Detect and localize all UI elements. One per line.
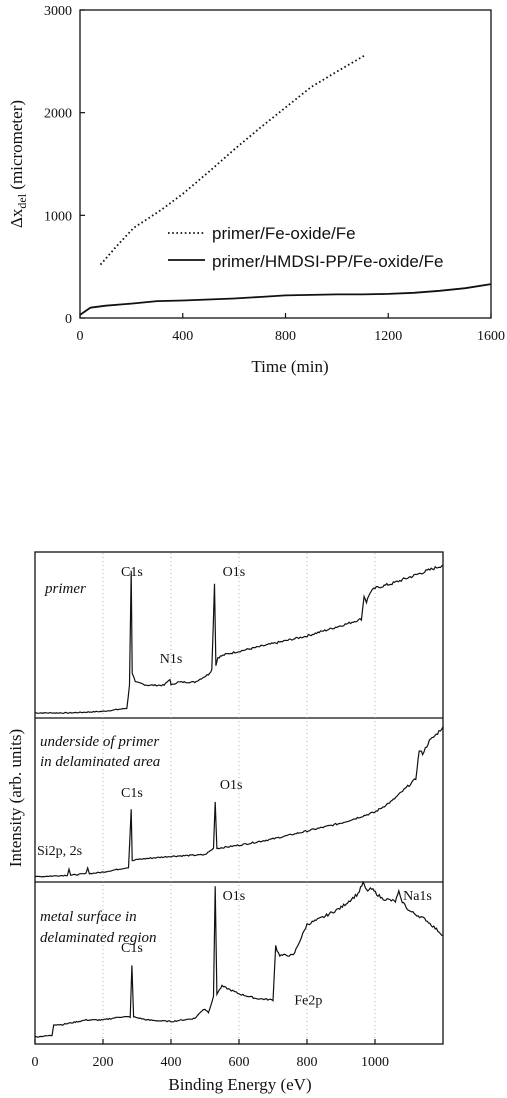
xps-spectrum-panel-1 — [35, 564, 444, 715]
top-x-tick-label: 0 — [77, 329, 84, 344]
xps-gridlines — [102, 553, 376, 1043]
xps-spectrum-panel-3 — [35, 880, 443, 1038]
xps-x-tick-label: 400 — [161, 1055, 182, 1070]
xps-y-axis-label: Intensity (arb. units) — [6, 729, 25, 867]
top-x-tick-label: 800 — [275, 329, 296, 344]
peak-label-o1s: O1s — [220, 778, 243, 793]
peak-label-o1s: O1s — [223, 889, 246, 904]
top-x-axis-label: Time (min) — [251, 357, 328, 376]
xps-x-tick-label: 200 — [93, 1055, 114, 1070]
top-y-axis-label: Δxdel (micrometer) — [7, 100, 29, 228]
top-plot-frame — [79, 9, 492, 319]
top-y-axis-label-unit: (micrometer) — [7, 100, 26, 194]
xps-x-tick-label: 1000 — [361, 1055, 389, 1070]
xps-spectra-group — [34, 564, 444, 1038]
xps-x-axis-label: Binding Energy (eV) — [168, 1075, 311, 1094]
top-y-tick-label: 0 — [65, 312, 72, 327]
xps-x-tick-label: 800 — [297, 1055, 318, 1070]
peak-label-c1s: C1s — [121, 941, 143, 956]
legend-label-series-2: primer/HMDSI-PP/Fe-oxide/Fe — [212, 252, 443, 271]
peak-label-c1s: C1s — [121, 786, 143, 801]
top-x-ticks: 0 400 800 1200 1600 — [77, 313, 505, 344]
xps-x-ticks: 0 200 400 600 800 1000 — [32, 1039, 389, 1070]
top-y-ticks: 0 1000 2000 3000 — [44, 4, 85, 327]
top-y-tick-label: 2000 — [44, 107, 72, 122]
peak-label-c1s: C1s — [121, 565, 143, 580]
xps-x-tick-label: 600 — [229, 1055, 250, 1070]
top-legend: primer/Fe-oxide/Fe primer/HMDSI-PP/Fe-ox… — [168, 224, 443, 271]
top-x-tick-label: 400 — [172, 329, 193, 344]
peak-label-si2p-2s: Si2p, 2s — [37, 844, 82, 859]
peak-label-fe2p: Fe2p — [294, 994, 322, 1009]
top-y-tick-label: 3000 — [44, 4, 72, 19]
xps-spectrum-panel-2 — [34, 726, 444, 878]
panel-title-metal-line-1: metal surface in — [40, 909, 137, 925]
xps-peak-labels: C1s N1s O1s Si2p, 2s C1s O1s C1s O1s Fe2p Na1s — [37, 565, 432, 1009]
peak-label-o1s: O1s — [223, 565, 246, 580]
delamination-chart: 0 1000 2000 3000 0 400 800 1200 1600 primer/Fe-… — [7, 4, 505, 376]
top-x-tick-label: 1200 — [374, 329, 402, 344]
legend-label-series-1: primer/Fe-oxide/Fe — [212, 224, 356, 243]
top-y-axis-label-sub: del — [15, 193, 29, 208]
top-series-group — [79, 54, 492, 316]
panel-title-metal-line-2: delaminated region — [40, 930, 157, 946]
panel-title-underside-line-1: underside of primer — [40, 734, 159, 750]
top-series-line-2 — [79, 283, 492, 316]
panel-title-primer: primer — [44, 581, 86, 597]
xps-chart: 0 200 400 600 800 1000 C1s N1s O1s Si2p, 2s C1s O1… — [6, 551, 444, 1094]
panel-title-underside-line-2: in delaminated area — [40, 754, 160, 770]
top-y-tick-label: 1000 — [44, 209, 72, 224]
xps-x-tick-label: 0 — [32, 1055, 39, 1070]
top-x-tick-label: 1600 — [477, 329, 505, 344]
peak-label-na1s: Na1s — [403, 889, 432, 904]
peak-label-n1s: N1s — [160, 652, 183, 667]
top-y-axis-label-main: Δx — [7, 208, 26, 228]
top-series-line-1 — [99, 54, 366, 266]
